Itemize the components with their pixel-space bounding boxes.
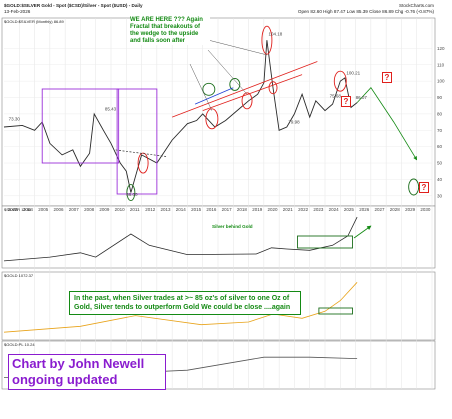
red-highlight-ellipse (333, 70, 347, 92)
blue-trend-line (194, 87, 234, 105)
note-pointer-line (207, 39, 267, 56)
credit-note: Chart by John Newell ongoing updated (8, 354, 166, 390)
x-tick-label: 2022 (298, 207, 309, 212)
x-tick-label: 2011 (130, 207, 140, 212)
red-highlight-ellipse (241, 92, 253, 110)
gold-base-box (318, 307, 353, 315)
ratio-panel-label: $GOLD:PL 10.24 (4, 342, 35, 347)
source-label: StockCharts.com (399, 3, 434, 8)
wedge-lower-line (202, 74, 303, 112)
y-tick-label: 100 (437, 79, 445, 84)
price-data-label: 75.68 (330, 94, 342, 99)
annotation-layer (41, 25, 420, 315)
red-highlight-ellipse (268, 81, 278, 95)
silver-panel (1, 205, 436, 269)
x-tick-label: 2027 (375, 207, 386, 212)
x-tick-label: 2008 (84, 207, 95, 212)
silver-consolidation-box (297, 235, 353, 249)
panel-series-line (3, 216, 358, 262)
gold-panel-label: $GOLD 1072.37 (4, 273, 34, 278)
x-tick-label: 2016 (206, 207, 217, 212)
main-panel (1, 17, 436, 207)
x-tick-label: 2028 (390, 207, 401, 212)
wedge-upper-line (171, 61, 318, 118)
y-tick-label: 110 (437, 62, 445, 67)
y-tick-label: 70 (437, 128, 443, 133)
x-tick-label: 2030 (420, 207, 431, 212)
projection-arrow (356, 87, 418, 161)
red-highlight-ellipse (137, 152, 149, 174)
x-tick-label: 2004 (23, 207, 34, 212)
green-target-ellipse (408, 178, 420, 196)
price-data-label: 100.21 (346, 71, 360, 76)
y-tick-label: 90 (437, 95, 443, 100)
silver-breakout-arrow (353, 225, 372, 239)
purple-range-box (116, 88, 158, 195)
price-data-label: 86.07 (356, 95, 368, 100)
x-tick-label: 2020 (268, 207, 279, 212)
y-tick-label: 120 (437, 46, 445, 51)
symbol-line: $GOLD:$SILVER Gold - Spot ($CSD)/Silver … (4, 3, 143, 8)
price-data-label: 73.30 (9, 116, 21, 121)
x-tick-label: 2025 (344, 207, 355, 212)
x-tick-label: 2017 (222, 207, 233, 212)
question-mark-1: ? (382, 72, 392, 83)
x-tick-label: 2026 (359, 207, 370, 212)
red-highlight-ellipse (261, 25, 273, 55)
price-data-label: 79.98 (288, 120, 300, 125)
x-tick-label: 2012 (145, 207, 156, 212)
legend-line: $GOLD:$SILVER (Monthly) 86.89 (4, 19, 64, 24)
y-tick-label: 30 (437, 193, 443, 198)
tick-layer: 30 40 50 60 70 80 90 100 110 120 2003 2004 2005 2006 2… (8, 31, 445, 212)
x-tick-label: 2019 (252, 207, 263, 212)
question-mark-2: ? (341, 96, 351, 107)
y-tick-label: 60 (437, 144, 443, 149)
price-data-label: 104.18 (268, 31, 282, 36)
silver-behind-gold-note: Silver behind Gold (212, 224, 253, 229)
x-tick-label: 2021 (283, 207, 294, 212)
x-tick-label: 2010 (115, 207, 126, 212)
x-tick-label: 2015 (191, 207, 202, 212)
green-highlight-ellipse (229, 77, 241, 91)
green-highlight-ellipse (202, 82, 216, 96)
ohlc-line: Open 82.60 High 87.47 Low 85.39 Close 86… (297, 9, 434, 14)
x-tick-label: 2007 (69, 207, 80, 212)
x-tick-label: 2003 (8, 207, 19, 212)
price-data-label: 85.43 (105, 107, 117, 112)
ratio-price-line (3, 40, 358, 193)
red-highlight-ellipse (205, 108, 219, 130)
x-tick-label: 2023 (313, 207, 324, 212)
x-tick-label: 2009 (99, 207, 110, 212)
price-data-label: 56.00 (126, 192, 138, 197)
y-tick-label: 80 (437, 111, 443, 116)
silver-panel-label: $SILVER 12.54 (4, 207, 32, 212)
note-pointer-line (189, 63, 213, 111)
in-the-past-note: In the past, when Silver trades at >~ 85… (69, 291, 301, 315)
x-tick-label: 2024 (329, 207, 340, 212)
question-mark-3: ? (419, 182, 429, 193)
y-tick-label: 40 (437, 177, 443, 182)
x-tick-label: 2018 (237, 207, 248, 212)
x-tick-label: 2013 (161, 207, 172, 212)
x-tick-label: 2005 (38, 207, 49, 212)
x-tick-label: 2006 (54, 207, 65, 212)
y-tick-label: 50 (437, 161, 443, 166)
green-highlight-ellipse (126, 184, 136, 201)
x-tick-label: 2014 (176, 207, 187, 212)
dashed-support-line (115, 149, 167, 157)
panel-series-line (3, 282, 358, 333)
date-line: 13-Feb-2026 (4, 9, 31, 14)
x-tick-label: 2029 (405, 207, 416, 212)
purple-range-box (41, 88, 120, 164)
note-pointer-line (207, 49, 248, 95)
we-are-here-note: WE ARE HERE ??? Again Fractal that break… (130, 17, 210, 45)
